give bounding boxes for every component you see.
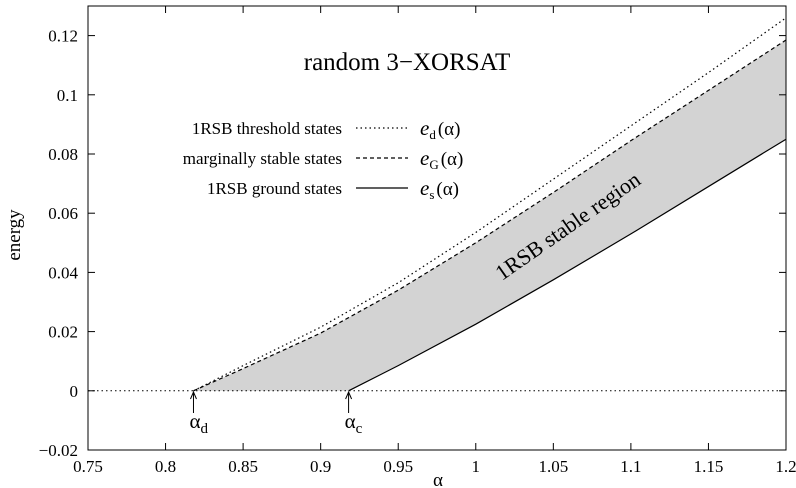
x-tick-label: 1 <box>472 457 481 476</box>
shaded-region-layer <box>193 40 786 391</box>
x-tick-label: 1.15 <box>694 457 724 476</box>
x-tick-label: 0.75 <box>73 457 103 476</box>
annotation-label: αd <box>189 409 208 437</box>
chart-title: random 3−XORSAT <box>304 49 510 76</box>
y-tick-label: 0 <box>70 382 79 401</box>
y-tick-label: 0.04 <box>48 263 78 282</box>
y-tick-label: −0.02 <box>39 441 78 460</box>
legend-symbol: eG (α) <box>420 146 463 172</box>
tick-labels-layer: 0.75 0.8 0.85 0.9 0.95 1 1.05 1.1 1.15 1.2 −0.02 0 0… <box>39 27 796 476</box>
axis-ticks-layer <box>87 6 787 451</box>
annotation-arrowhead <box>345 390 353 400</box>
x-tick-label: 0.95 <box>383 457 413 476</box>
series-line-2 <box>193 39 787 392</box>
x-tick-label: 0.8 <box>155 457 176 476</box>
y-tick-label: 0.02 <box>48 323 78 342</box>
y-tick-label: 0.06 <box>48 204 78 223</box>
legend-label: 1RSB ground states <box>207 179 342 198</box>
x-tick-label: 0.85 <box>228 457 258 476</box>
y-tick-label: 0.12 <box>48 27 78 46</box>
legend-label: 1RSB threshold states <box>192 119 342 138</box>
legend: 1RSB threshold states ed (α) marginally sta… <box>183 116 464 202</box>
annotation-label: αc <box>345 409 363 437</box>
legend-label: marginally stable states <box>183 149 342 168</box>
x-tick-label: 0.9 <box>310 457 331 476</box>
series-line-1 <box>193 17 787 392</box>
series-line-3 <box>348 138 787 392</box>
x-tick-label: 1.1 <box>620 457 641 476</box>
legend-symbol: es (α) <box>420 176 459 202</box>
x-tick-label: 1.2 <box>775 457 796 476</box>
stable-region-fill <box>193 40 786 391</box>
y-tick-label: 0.08 <box>48 145 78 164</box>
legend-symbol: ed (α) <box>420 116 460 142</box>
series-lines-layer <box>88 17 787 392</box>
y-tick-label: 0.1 <box>57 86 78 105</box>
x-tick-label: 1.05 <box>538 457 568 476</box>
y-axis-label: energy <box>4 209 25 261</box>
plot-frame <box>87 5 787 451</box>
annotations-layer: αd αc <box>189 390 363 437</box>
annotation-arrowhead <box>190 390 197 400</box>
x-axis-label: α <box>433 470 443 488</box>
